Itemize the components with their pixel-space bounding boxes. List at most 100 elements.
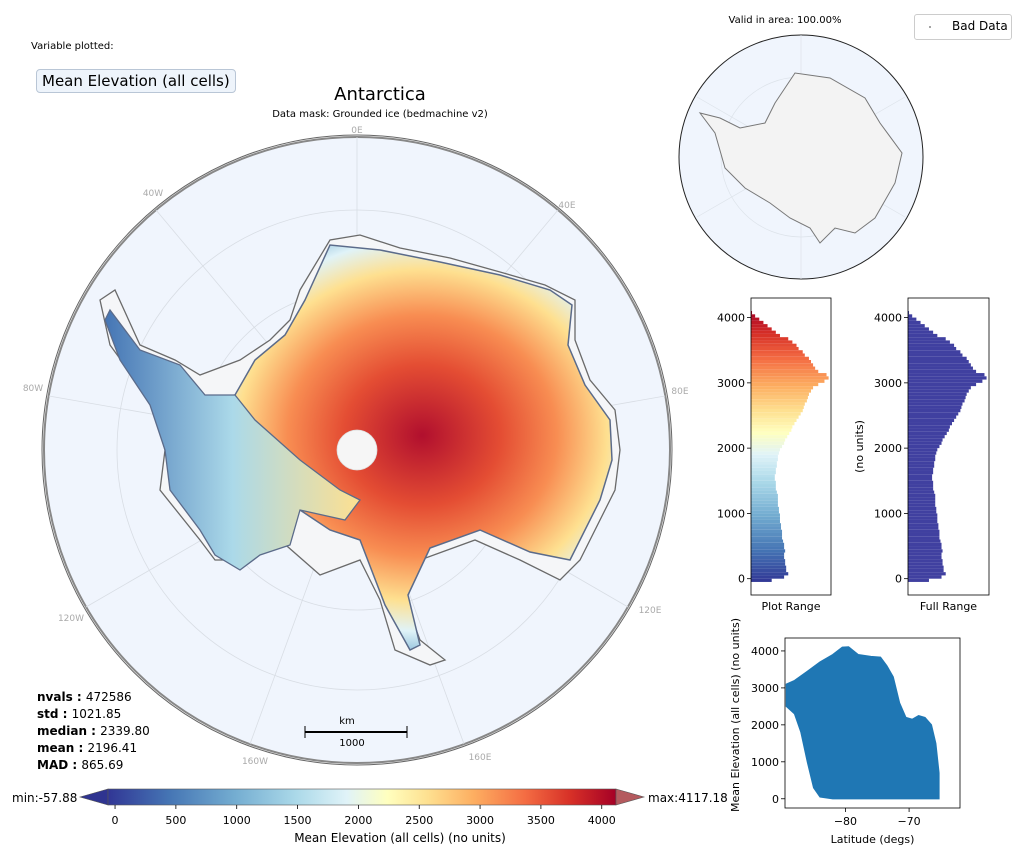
hist-bar (908, 497, 936, 501)
hist-xlabel: Full Range (920, 600, 977, 613)
scatter-ylabel: Mean Elevation (all cells) (no units) (729, 618, 742, 812)
hist-ytick-label: 1000 (874, 507, 902, 520)
scatter-point-cloud (785, 646, 940, 800)
scale-unit: km (339, 716, 355, 727)
hist-bar (908, 317, 917, 321)
hist-bar (751, 408, 803, 413)
bad-data-marker-icon (929, 26, 931, 28)
hist-bar (751, 366, 816, 370)
hist-bar (908, 572, 946, 576)
hist-bar (751, 484, 776, 488)
hist-bar (751, 350, 803, 354)
stat-key: median (37, 724, 87, 738)
hist-bar (751, 386, 814, 390)
hist-bar (751, 389, 812, 393)
hist-bar (908, 448, 938, 452)
scatter-xtick-label: −80 (834, 815, 857, 828)
bad-data-legend[interactable]: Bad Data (914, 14, 1012, 40)
hist-bar (908, 399, 965, 403)
hist-bar (908, 431, 947, 436)
hist-bar (908, 565, 944, 569)
colorbar-tick-label: 1000 (223, 814, 251, 827)
scatter-ytick-label: 4000 (751, 645, 779, 658)
variable-name-box[interactable]: Mean Elevation (all cells) (36, 69, 236, 93)
hist-bar (751, 549, 786, 553)
stat-value: 472586 (85, 690, 132, 704)
hist-bar (751, 464, 777, 468)
hist-bar (751, 546, 785, 550)
hist-bar (908, 389, 969, 393)
hist-bar (908, 549, 943, 553)
hist-bar (751, 451, 779, 455)
hist-bar (908, 451, 937, 455)
scatter-ytick-label: 2000 (751, 719, 779, 732)
hist-bar (751, 363, 814, 367)
hist-bar (751, 428, 792, 432)
hist-bar (751, 529, 783, 533)
hist-bar (908, 415, 957, 419)
stat-value: 1021.85 (71, 707, 122, 721)
hist-bar (908, 337, 946, 341)
hist-bar (908, 366, 973, 370)
lon-label-40w: 40W (143, 189, 163, 199)
hist-bar (751, 317, 760, 321)
hist-bar (908, 363, 971, 367)
hist-bar (908, 425, 950, 429)
hist-bar (908, 422, 952, 426)
stat-key: MAD (37, 758, 69, 772)
hist-bar (751, 360, 812, 364)
hist-bar (751, 565, 787, 569)
hist-bar (751, 314, 756, 318)
hist-bar (908, 350, 961, 354)
colorbar-tick-label: 2000 (344, 814, 372, 827)
stat-row-mad: MAD : 865.69 (37, 758, 124, 772)
plot-range-histogram: 0 1000 2000 3000 4000 Plot Range (717, 297, 832, 613)
colorbar: 0 500 1000 1500 2000 2500 3000 3500 4000 (78, 788, 646, 827)
hist-bar (908, 333, 938, 338)
colorbar-min-label: min:-57.88 (12, 791, 78, 805)
hist-ytick-label: 2000 (717, 442, 745, 455)
hist-bar (908, 356, 967, 361)
scatter-ytick-label: 3000 (751, 682, 779, 695)
hist-bar (908, 536, 940, 540)
map-subtitle: Data mask: Grounded ice (bedmachine v2) (272, 109, 488, 120)
inset-antarctica (698, 72, 903, 244)
hist-bar (908, 330, 934, 334)
stat-row-median: median : 2339.80 (37, 724, 150, 738)
hist-bar (908, 559, 943, 563)
hist-bar (908, 480, 934, 485)
hist-bar (908, 405, 962, 409)
hist-bar (908, 575, 942, 579)
hist-bar (908, 454, 936, 458)
hist-bar (751, 395, 808, 400)
hist-ytick-label: 4000 (717, 312, 745, 325)
hist-ytick-label: 0 (895, 573, 902, 586)
hist-bar (751, 320, 764, 325)
inset-map (678, 34, 924, 280)
hist-bar (908, 379, 983, 383)
hist-bar (908, 474, 933, 478)
hist-bar (751, 353, 805, 357)
west-antarctica-ice (104, 308, 361, 571)
colorbar-label: Mean Elevation (all cells) (no units) (294, 831, 506, 845)
hist-bar (751, 513, 780, 517)
hist-bar (751, 493, 778, 498)
map-outer-ring (41, 134, 673, 766)
hist-bar (751, 444, 783, 449)
hist-bar (908, 523, 939, 527)
hist-bar (908, 467, 934, 471)
hist-bar (908, 346, 957, 351)
hist-frame (750, 297, 832, 596)
hist-bar (908, 441, 942, 445)
hist-bar (751, 356, 809, 361)
stat-row-std: std : 1021.85 (37, 707, 122, 721)
hist-bar (908, 343, 955, 347)
hist-bar (751, 435, 788, 439)
bad-data-label: Bad Data (952, 19, 1008, 33)
hist-bar (908, 493, 936, 498)
hist-bar (908, 386, 971, 390)
hist-bar (908, 408, 961, 413)
hist-bar (908, 353, 963, 357)
hist-bar (908, 484, 934, 488)
hist-bar (751, 333, 780, 338)
